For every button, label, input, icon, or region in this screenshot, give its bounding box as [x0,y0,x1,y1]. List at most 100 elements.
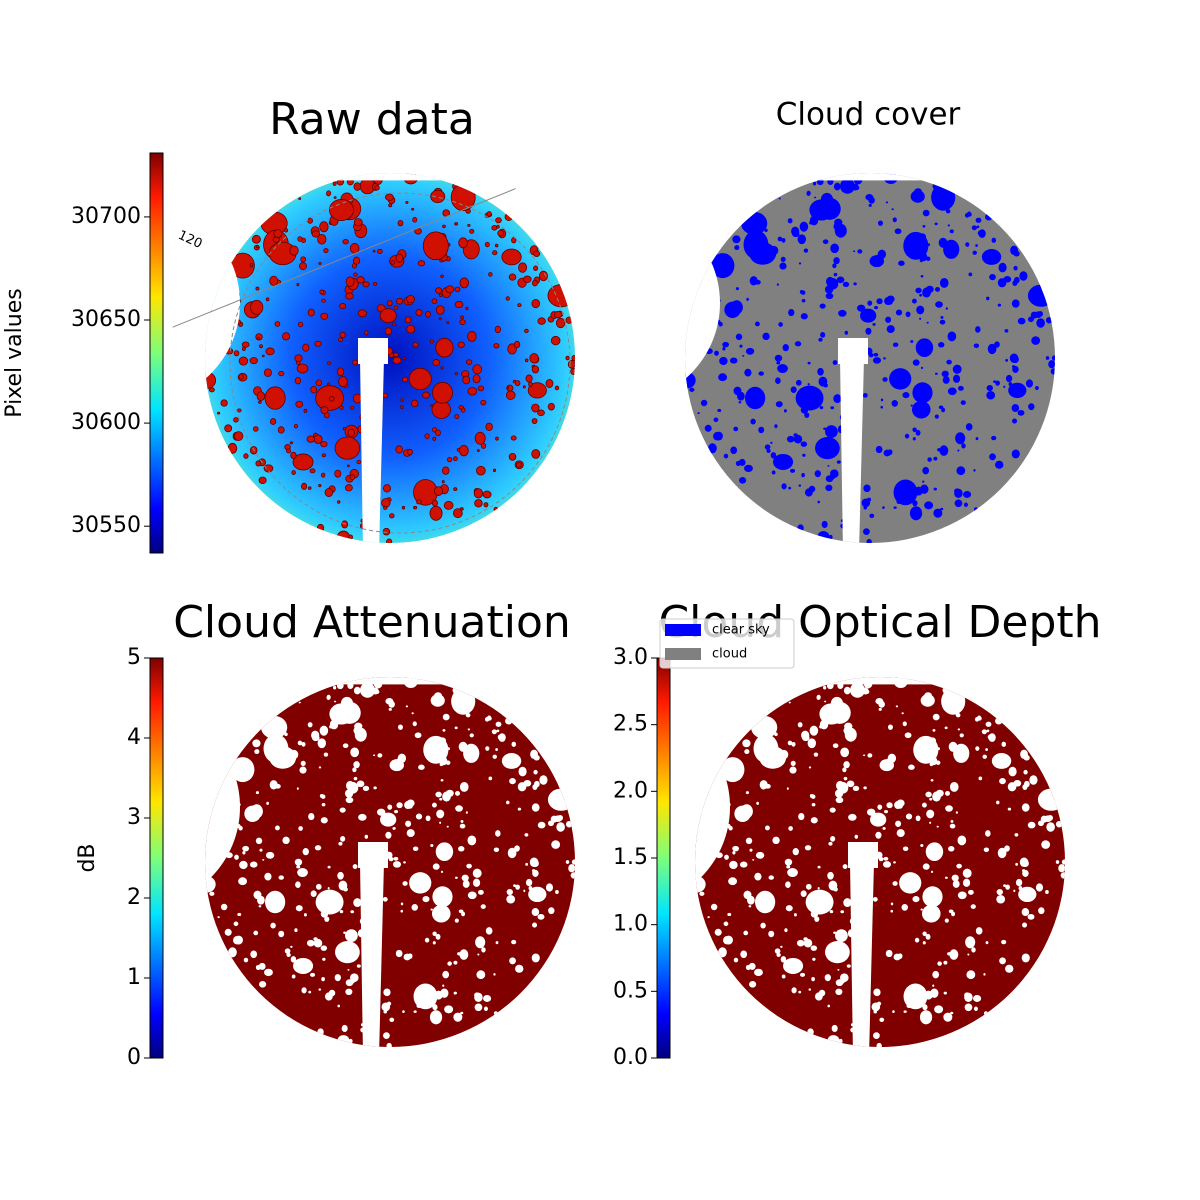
blob [840,910,845,914]
blob [406,295,416,304]
blob [931,183,956,211]
blob [413,983,438,1010]
blob [406,324,416,334]
blob [1011,449,1020,459]
blob [996,800,1000,805]
blob [838,1038,843,1044]
blob [962,868,972,878]
blob [966,211,972,217]
blob [455,805,463,812]
blob [786,435,795,443]
blob [497,229,505,237]
blob [432,381,453,404]
blob [523,889,526,893]
blob [350,910,355,914]
blob [333,685,337,690]
blob [987,343,997,355]
blob [344,484,353,492]
blob [432,941,436,945]
blob [570,872,575,879]
blob [295,881,301,888]
blob [342,743,349,749]
blob [957,835,967,846]
blob [454,726,458,730]
blob [472,374,481,384]
blob [910,404,913,407]
blob [837,968,840,971]
blob [1004,845,1010,852]
blob [986,296,990,301]
blob [998,262,1007,273]
blob [947,387,957,396]
blob [1022,922,1028,928]
blob [255,460,262,467]
blob [346,780,355,791]
blob [417,260,426,267]
blob [236,408,242,413]
blob [914,937,920,943]
blob [790,468,796,473]
blob [296,787,299,790]
blob [905,813,913,820]
blob [289,245,299,256]
blob [903,231,929,260]
blob [1006,966,1012,972]
blob [272,236,280,243]
blob [973,343,980,349]
blob [1045,316,1053,324]
blob [435,842,454,862]
blob [838,309,847,317]
blob [353,898,362,908]
blob [467,387,478,396]
blob [298,826,303,831]
blob [253,930,259,936]
blob [297,868,308,878]
blob [975,326,981,333]
tick-label: 2.5 [613,712,648,737]
blob [773,453,794,471]
blob [809,725,819,736]
blob [750,418,756,425]
blob [805,883,812,890]
blob [396,297,404,305]
blob [483,995,492,1002]
blob [233,431,244,441]
blob [320,406,329,415]
blob [857,249,863,254]
blob [952,374,961,383]
blob [533,754,540,761]
blob [432,359,441,367]
blob [801,299,806,303]
blob [342,238,349,245]
blob [756,801,759,805]
blob [422,231,449,261]
blob [318,766,322,769]
blob [840,747,850,758]
blob [338,841,343,846]
blob [809,793,814,798]
blob [924,990,933,1000]
blob [306,435,315,443]
blob [830,406,835,410]
blob [707,916,710,919]
blob [1037,788,1065,811]
blob [964,1003,973,1012]
blob [392,356,402,365]
blob [311,734,320,742]
blob [259,344,263,349]
blob [779,749,789,760]
blob [875,698,884,705]
blob [273,229,283,239]
blob [836,780,845,791]
blob [283,228,289,233]
blob [547,788,575,811]
blob [352,393,362,404]
blob [485,422,493,431]
blob [302,848,309,856]
blob [981,248,1002,265]
blob [817,500,821,504]
blob [258,400,262,404]
blob [282,332,291,341]
blob [799,221,809,232]
blob [737,337,740,340]
